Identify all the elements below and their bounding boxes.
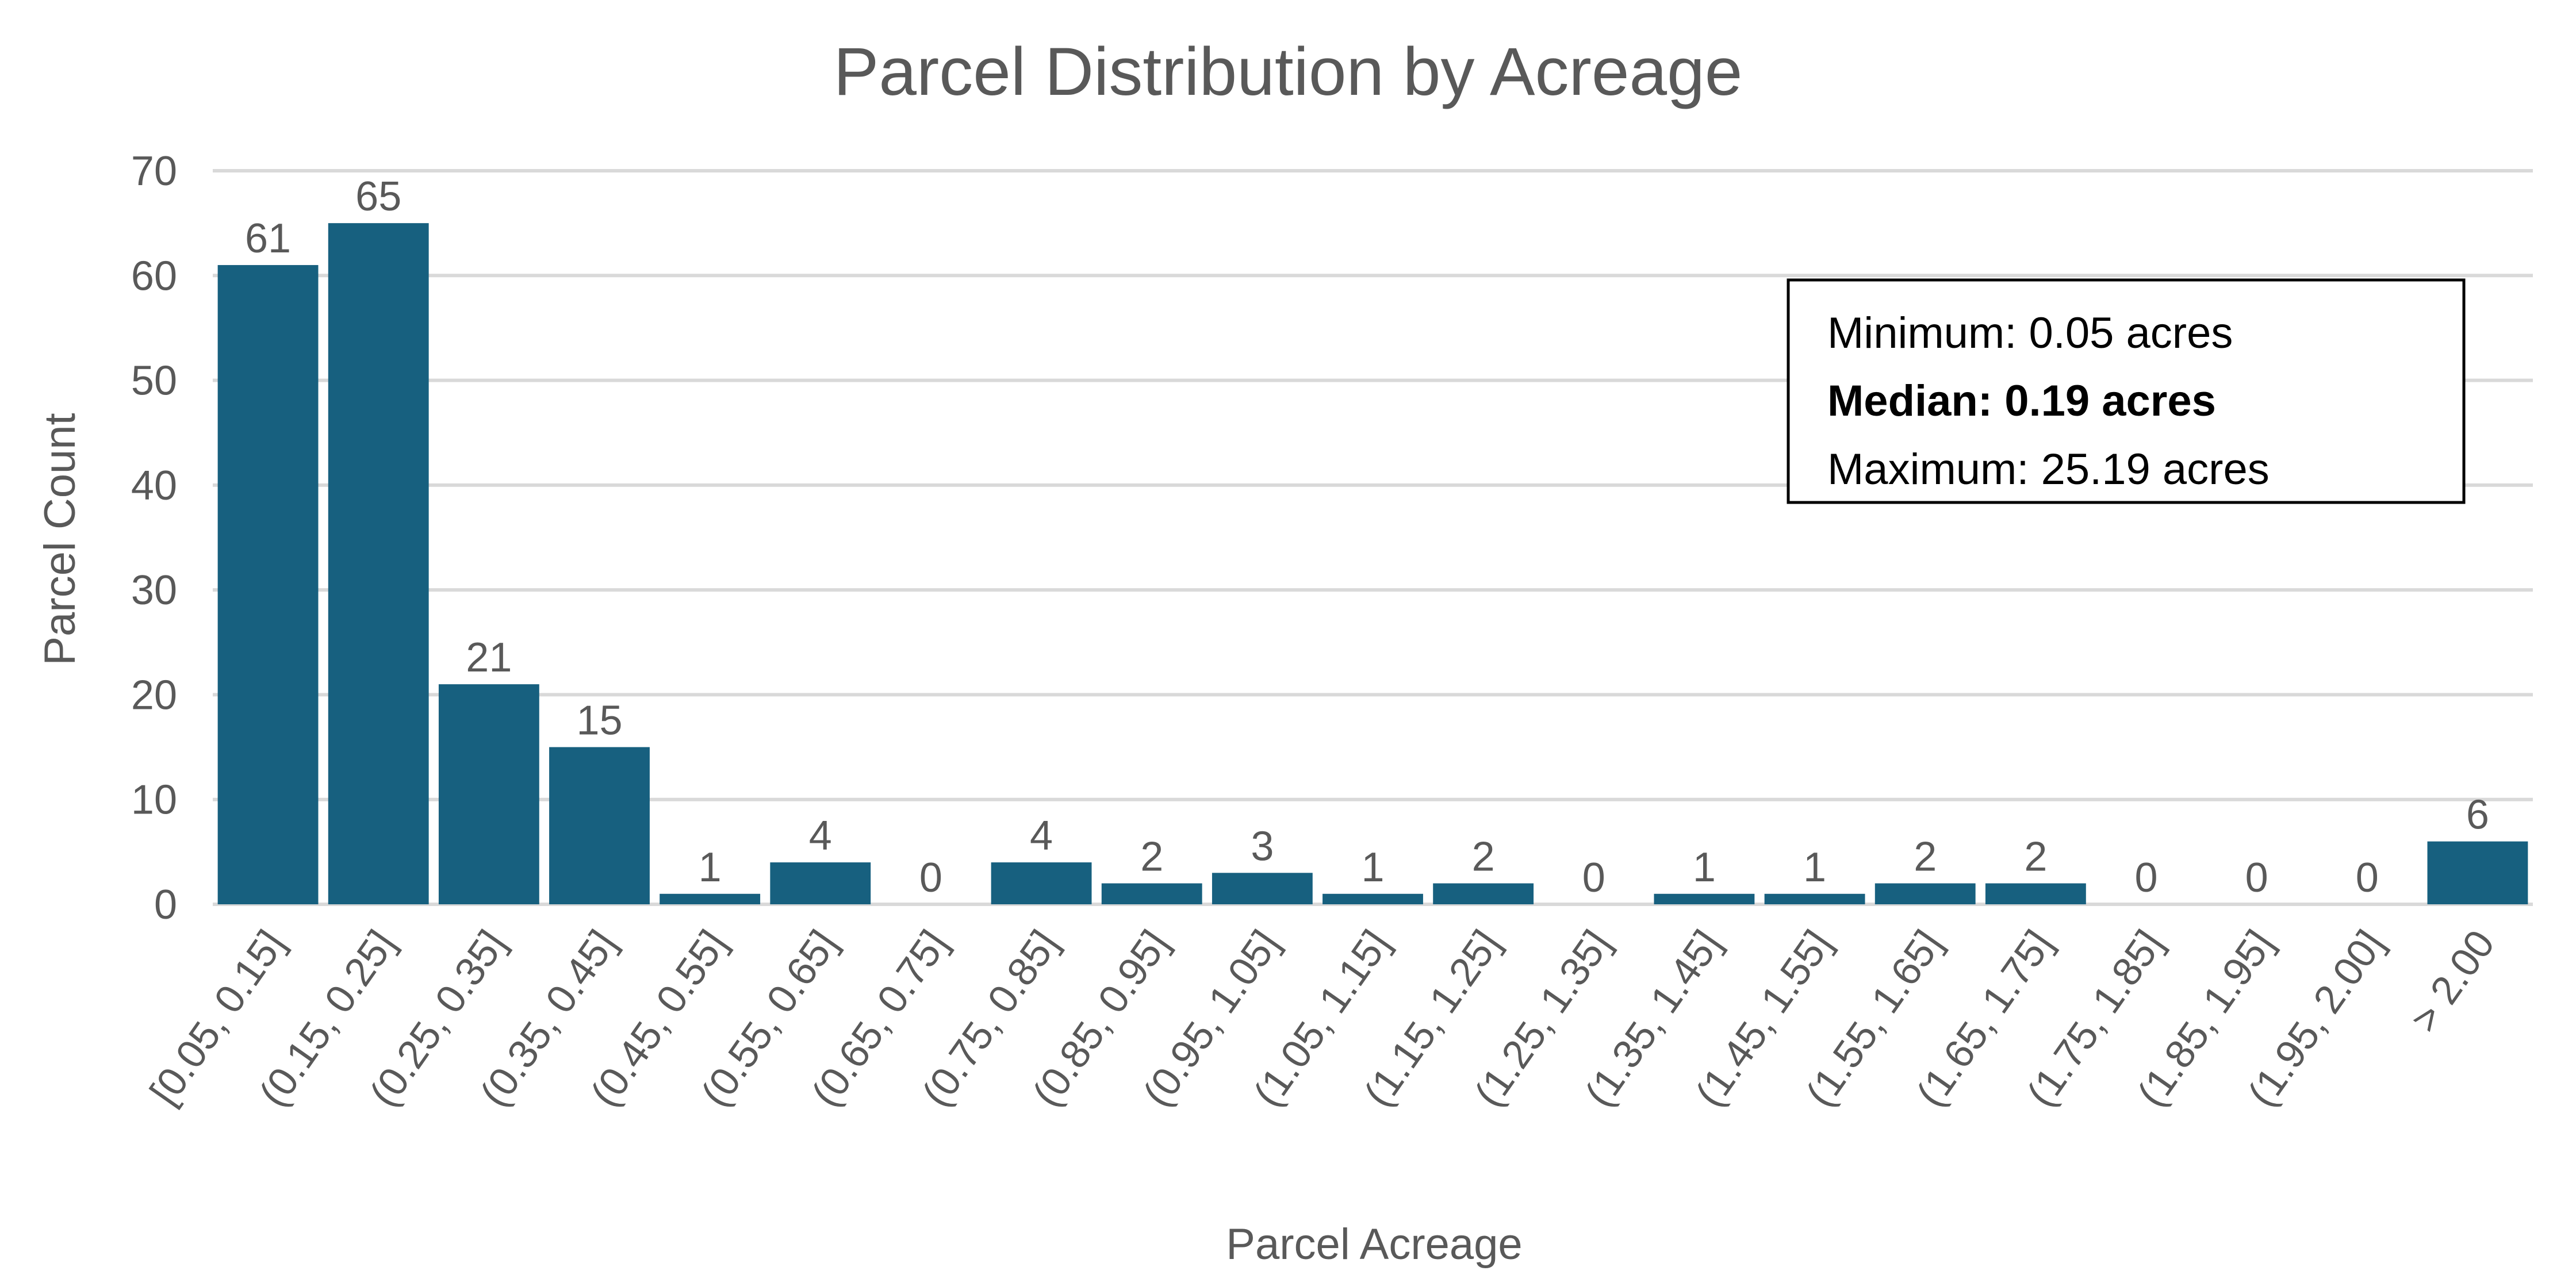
- stat-minimum: Minimum: 0.05 acres: [1827, 309, 2233, 358]
- bar-10: [1322, 893, 1423, 904]
- data-label-12: 0: [1582, 855, 1605, 901]
- bar-3: [549, 747, 650, 904]
- stats-box-border: [1787, 278, 2466, 504]
- data-label-14: 1: [1803, 845, 1826, 891]
- bar-14: [1764, 893, 1865, 904]
- data-label-19: 0: [2356, 855, 2379, 901]
- bar-5: [770, 862, 871, 904]
- y-tick-label-50: 50: [131, 358, 177, 404]
- y-tick-label-30: 30: [131, 567, 177, 613]
- data-label-1: 65: [355, 174, 401, 220]
- bar-13: [1654, 893, 1755, 904]
- y-axis-tick-labels: 0 10 20 30 40 50 60 70: [131, 148, 177, 928]
- data-label-0: 61: [245, 216, 291, 262]
- y-tick-label-20: 20: [131, 672, 177, 718]
- y-tick-label-0: 0: [154, 882, 177, 928]
- y-axis-title: Parcel Count: [36, 413, 85, 665]
- x-axis-title: Parcel Acreage: [1226, 1220, 1522, 1269]
- data-label-7: 4: [1030, 813, 1053, 859]
- data-label-3: 15: [576, 698, 622, 744]
- bar-9: [1212, 873, 1313, 904]
- chart-title: Parcel Distribution by Acreage: [834, 34, 1743, 110]
- bar-15: [1874, 883, 1976, 904]
- data-label-18: 0: [2245, 855, 2268, 901]
- data-labels: 61 65 21 15 1 4 0 4 2 3 1 2 0 1 1 2 2 0 0 0 6: [245, 174, 2489, 901]
- data-label-15: 2: [1914, 834, 1937, 880]
- data-label-6: 0: [919, 855, 942, 901]
- bar-7: [991, 862, 1092, 904]
- bar-20: [2427, 841, 2528, 904]
- y-tick-label-60: 60: [131, 253, 177, 299]
- bar-8: [1101, 883, 1202, 904]
- data-label-13: 1: [1693, 845, 1716, 891]
- data-label-17: 0: [2134, 855, 2157, 901]
- y-tick-label-10: 10: [131, 777, 177, 823]
- stat-median: Median: 0.19 acres: [1827, 377, 2216, 425]
- data-label-5: 4: [809, 813, 832, 859]
- bar-4: [660, 893, 761, 904]
- x-tick-label-20: > 2.00: [2402, 922, 2504, 1041]
- bar-11: [1433, 883, 1534, 904]
- data-label-10: 1: [1361, 845, 1384, 891]
- data-label-20: 6: [2466, 792, 2489, 838]
- data-label-8: 2: [1140, 834, 1163, 880]
- stats-annotation-box: Minimum: 0.05 acres Median: 0.19 acres M…: [1787, 278, 2466, 504]
- y-tick-label-70: 70: [131, 148, 177, 194]
- data-label-16: 2: [2024, 834, 2047, 880]
- data-label-2: 21: [466, 635, 512, 681]
- stat-maximum: Maximum: 25.19 acres: [1827, 445, 2270, 494]
- bar-2: [438, 684, 539, 904]
- bar-1: [328, 223, 429, 905]
- bar-0: [217, 265, 319, 904]
- bars: [217, 223, 2528, 905]
- data-label-9: 3: [1251, 823, 1274, 869]
- y-tick-label-40: 40: [131, 463, 177, 509]
- data-label-11: 2: [1472, 834, 1495, 880]
- x-axis-tick-labels: [0.05, 0.15](0.15, 0.25](0.25, 0.35](0.3…: [141, 922, 2504, 1115]
- data-label-4: 1: [699, 845, 722, 891]
- bar-16: [1985, 883, 2086, 904]
